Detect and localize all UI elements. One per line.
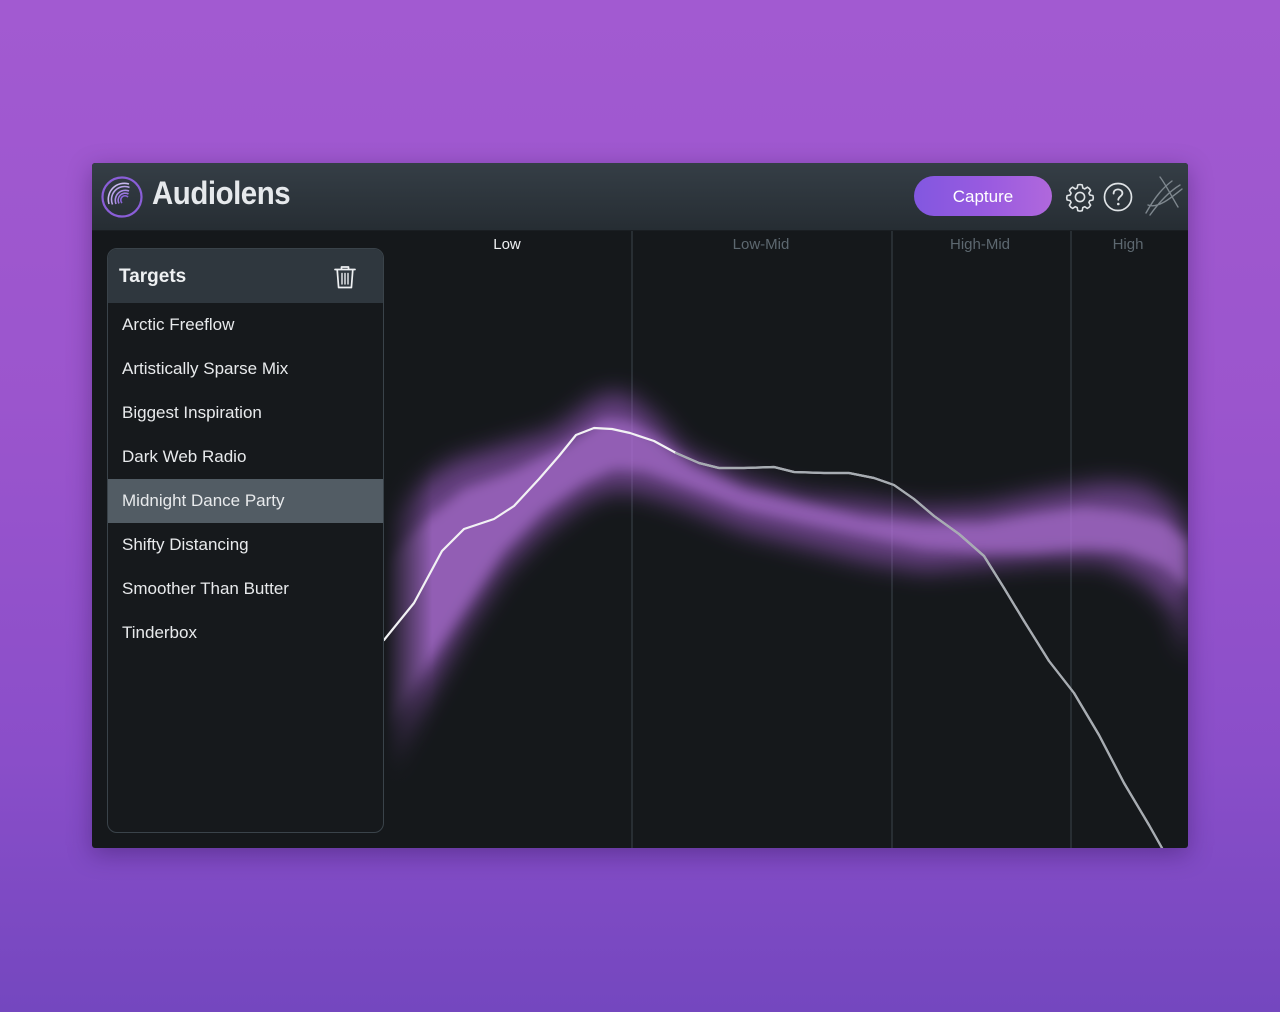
target-item[interactable]: Biggest Inspiration <box>122 403 262 422</box>
audiolens-window: Audiolens Capture Targets <box>92 163 1188 848</box>
target-item[interactable]: Shifty Distancing <box>122 535 249 554</box>
spectrum-graph[interactable]: Low Low-Mid High-Mid High <box>382 231 1188 848</box>
band-label-low[interactable]: Low <box>493 236 521 253</box>
spectrum-plot <box>382 231 1188 848</box>
band-label-high[interactable]: High <box>1112 236 1144 253</box>
targets-panel: Targets Arctic Freeflow Artistically Spa… <box>107 248 384 833</box>
targets-header: Targets <box>108 249 383 303</box>
band-label-high-mid[interactable]: High-Mid <box>949 236 1011 253</box>
targets-list: Arctic Freeflow Artistically Sparse Mix … <box>108 303 383 655</box>
title-bar: Audiolens Capture <box>92 163 1188 231</box>
target-item[interactable]: Smoother Than Butter <box>122 579 289 598</box>
target-item[interactable]: Dark Web Radio <box>122 447 247 466</box>
band-label-low-mid[interactable]: Low-Mid <box>732 236 790 253</box>
target-item[interactable]: Artistically Sparse Mix <box>122 359 289 378</box>
capture-button[interactable]: Capture <box>914 176 1052 216</box>
settings-gear-icon[interactable] <box>1064 181 1096 213</box>
izotope-logo-icon <box>1142 175 1186 219</box>
trash-icon[interactable] <box>331 263 359 291</box>
target-item[interactable]: Midnight Dance Party <box>108 479 383 523</box>
app-title: Audiolens <box>152 175 291 211</box>
spectrum-curve-dim <box>674 451 1164 848</box>
targets-title: Targets <box>119 266 187 287</box>
target-item[interactable]: Arctic Freeflow <box>122 315 235 334</box>
left-fade <box>384 231 1188 848</box>
help-question-icon[interactable] <box>1102 181 1134 213</box>
audiolens-logo-icon <box>101 176 143 218</box>
target-item[interactable]: Tinderbox <box>122 623 197 642</box>
